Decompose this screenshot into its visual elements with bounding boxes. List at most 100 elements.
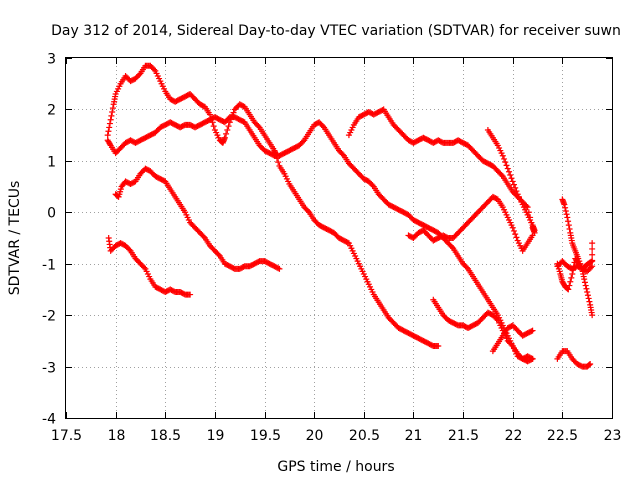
data-point [589, 251, 596, 258]
data-point [512, 231, 519, 238]
data-point [344, 239, 351, 246]
data-point [200, 233, 207, 240]
data-point [448, 244, 455, 250]
data-point [255, 123, 262, 130]
x-tick-label: 18 [108, 428, 126, 444]
data-points [104, 62, 596, 370]
data-point [566, 226, 573, 232]
data-point [275, 265, 282, 272]
series-track-14 [554, 240, 596, 275]
data-point [510, 227, 517, 234]
data-point [586, 298, 593, 305]
data-point [504, 165, 511, 172]
data-point [589, 240, 596, 247]
y-tick-label: -3 [42, 361, 56, 377]
data-point [529, 232, 536, 239]
data-point [499, 152, 506, 159]
data-point [463, 264, 470, 271]
data-point [498, 172, 505, 178]
series-track-4 [105, 235, 194, 298]
data-point [509, 224, 516, 231]
data-point [493, 316, 500, 322]
x-tick-label: 17.5 [51, 428, 82, 444]
data-point [215, 251, 222, 258]
data-point [566, 282, 573, 289]
data-point [221, 134, 228, 141]
data-point [501, 155, 508, 162]
data-point [531, 227, 538, 234]
x-tick-label: 21.5 [448, 428, 479, 444]
data-point [512, 184, 519, 191]
data-point [106, 120, 113, 127]
data-point [206, 111, 213, 118]
data-point [272, 151, 279, 158]
series-track-7 [484, 127, 538, 234]
y-tick-label: -4 [42, 412, 56, 428]
data-point [528, 356, 535, 363]
series-track-6 [345, 106, 538, 236]
data-point [509, 178, 516, 185]
series-track-11 [554, 348, 594, 370]
data-point [507, 172, 514, 178]
series-track-5 [271, 147, 442, 349]
data-point [565, 222, 572, 229]
data-point [108, 112, 115, 119]
y-tick-label: 2 [47, 103, 56, 119]
data-point [319, 123, 326, 130]
data-point [275, 159, 282, 166]
data-point [589, 257, 596, 264]
data-point [502, 159, 509, 166]
data-point [565, 218, 572, 225]
data-point [582, 282, 589, 289]
x-tick-label: 18.5 [150, 428, 181, 444]
data-point [369, 182, 376, 189]
data-point [589, 312, 596, 319]
y-tick-label: -2 [42, 309, 56, 325]
data-point [271, 147, 278, 154]
data-point [141, 264, 148, 271]
data-point [563, 211, 570, 218]
plot-frame [65, 57, 613, 419]
data-point [581, 276, 588, 283]
data-point [225, 123, 232, 130]
data-point [106, 124, 113, 131]
data-point [589, 263, 596, 270]
data-point [187, 291, 194, 298]
data-point [567, 278, 574, 285]
data-point [136, 71, 143, 78]
data-point [588, 258, 595, 265]
data-point [126, 246, 133, 253]
x-tick-label: 21 [405, 428, 423, 444]
data-point [106, 141, 113, 148]
x-tick-label: 19.5 [250, 428, 281, 444]
x-tick-label: 20.5 [349, 428, 380, 444]
series-track-8 [405, 193, 536, 254]
data-point [151, 66, 158, 73]
y-tick-label: 3 [47, 52, 56, 68]
data-point [300, 138, 307, 145]
data-point [587, 361, 594, 367]
data-point [109, 109, 116, 115]
axis-ticks: 17.5 18 18.5 19 19.5 20 20.5 21 21.5 22 22.5 233210… [42, 52, 621, 445]
data-point [503, 162, 510, 169]
data-point [587, 264, 594, 271]
y-tick-label: 0 [47, 206, 56, 222]
data-point [107, 116, 114, 123]
data-point [562, 208, 569, 214]
data-point [583, 285, 590, 292]
data-point [584, 289, 591, 295]
data-point [589, 245, 596, 252]
y-tick-label: 1 [47, 155, 56, 171]
data-point [273, 155, 280, 162]
data-point [581, 279, 588, 286]
data-point [585, 295, 592, 302]
data-point [569, 271, 576, 277]
data-point [223, 130, 230, 137]
data-point [586, 361, 593, 368]
x-axis-title: GPS time / hours [277, 459, 394, 475]
data-point [564, 285, 571, 292]
x-tick-label: 22 [505, 428, 523, 444]
data-point [561, 201, 568, 208]
data-point [565, 286, 572, 293]
data-point [513, 234, 520, 241]
